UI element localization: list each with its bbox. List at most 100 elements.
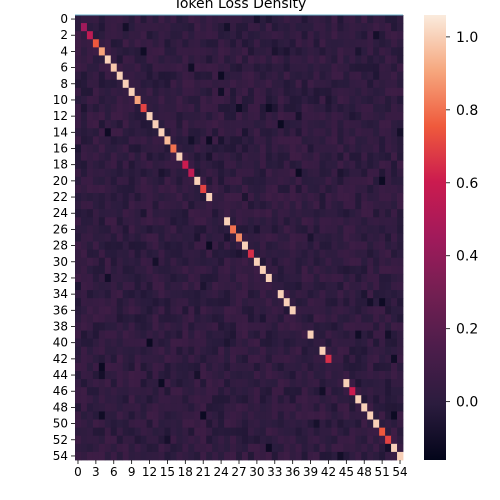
heatmap-cell (385, 435, 392, 445)
heatmap-cell (194, 23, 201, 32)
heatmap-cell (385, 128, 392, 137)
heatmap-cell (331, 354, 338, 364)
heatmap-cell (128, 298, 136, 307)
heatmap-cell (146, 225, 153, 234)
heatmap-cell (104, 112, 112, 121)
heatmap-cell (367, 136, 374, 145)
heatmap-cell (134, 257, 141, 267)
heatmap-cell (397, 395, 404, 404)
heatmap-cell (218, 395, 225, 404)
heatmap-cell (158, 282, 165, 291)
heatmap-cell (379, 451, 386, 461)
heatmap-cell (355, 217, 362, 226)
colorbar-tick-label: 1.0 (456, 30, 478, 46)
heatmap-cell (86, 104, 94, 113)
heatmap-cell (265, 427, 273, 437)
heatmap-cell (397, 233, 404, 242)
heatmap-cell (152, 39, 159, 48)
heatmap-cell (283, 403, 291, 412)
heatmap-cell (188, 79, 195, 89)
heatmap-cell (295, 71, 303, 81)
heatmap-cell (349, 209, 356, 218)
heatmap-cell (265, 290, 273, 299)
heatmap-cell (331, 193, 338, 202)
heatmap-cell (271, 225, 279, 234)
heatmap-cell (247, 184, 255, 194)
heatmap-cell (343, 31, 350, 40)
heatmap-cell (75, 371, 82, 380)
heatmap-cell (331, 257, 338, 267)
heatmap-cell (134, 427, 141, 437)
heatmap-cell (397, 241, 404, 251)
x-tick-label: 42 (321, 465, 336, 479)
heatmap-cell (146, 427, 153, 437)
heatmap-cell (253, 23, 261, 32)
heatmap-cell (319, 322, 326, 331)
heatmap-cell (313, 314, 320, 323)
heatmap-cell (164, 79, 171, 89)
heatmap-cell (140, 15, 147, 24)
heatmap-cell (295, 128, 303, 137)
heatmap-cell (230, 176, 237, 186)
heatmap-cell (86, 346, 94, 356)
heatmap-cell (140, 451, 147, 461)
heatmap-cell (80, 15, 88, 24)
heatmap-cell (224, 427, 231, 437)
heatmap-cell (206, 136, 213, 145)
heatmap-cell (271, 282, 279, 291)
heatmap-cell (230, 104, 237, 113)
heatmap-cell (176, 322, 183, 331)
heatmap-cell (134, 233, 141, 242)
heatmap-cell (122, 371, 130, 380)
heatmap-cell (373, 354, 380, 364)
heatmap-cell (343, 387, 350, 396)
heatmap-cell (337, 306, 344, 315)
heatmap-cell (206, 225, 213, 234)
heatmap-cell (379, 306, 386, 315)
heatmap-cell (295, 63, 303, 73)
heatmap-cell (337, 322, 344, 331)
heatmap-cell (343, 79, 350, 89)
heatmap-cell (164, 217, 171, 226)
heatmap-cell (289, 419, 297, 429)
heatmap-cell (182, 330, 189, 340)
heatmap-cell (158, 104, 165, 113)
heatmap-cell (164, 225, 171, 234)
heatmap-cell (98, 443, 106, 453)
heatmap-cell (283, 419, 291, 429)
heatmap-cell (397, 435, 404, 445)
heatmap-cell (295, 184, 303, 194)
heatmap-cell (385, 330, 392, 340)
heatmap-cell (277, 55, 285, 64)
heatmap-cell (158, 265, 165, 275)
heatmap-cell (116, 55, 124, 64)
heatmap-cell (343, 427, 350, 437)
heatmap-cell (301, 193, 308, 202)
heatmap-cell (182, 55, 189, 64)
heatmap-cell (86, 354, 94, 364)
heatmap-cell (152, 403, 159, 412)
heatmap-cell (247, 112, 255, 121)
heatmap-cell (385, 354, 392, 364)
heatmap-cell (140, 168, 147, 178)
heatmap-cell (218, 136, 225, 145)
heatmap-cell (355, 387, 362, 396)
heatmap-cell (301, 120, 308, 129)
heatmap-cell (241, 47, 249, 56)
heatmap-cell (265, 249, 273, 259)
heatmap-cell (200, 63, 207, 73)
heatmap-cell (319, 314, 326, 323)
heatmap-cell (188, 193, 195, 202)
heatmap-cell (164, 403, 171, 412)
heatmap-cell (247, 168, 255, 178)
heatmap-cell (391, 395, 398, 404)
heatmap-cell (158, 362, 165, 372)
heatmap-cell (75, 249, 82, 259)
heatmap-cell (247, 23, 255, 32)
heatmap-cell (271, 95, 279, 105)
heatmap-cell (325, 168, 332, 178)
heatmap-cell (373, 322, 380, 331)
heatmap-cell (331, 249, 338, 259)
heatmap-cell (140, 201, 147, 210)
heatmap-cell (110, 120, 118, 129)
